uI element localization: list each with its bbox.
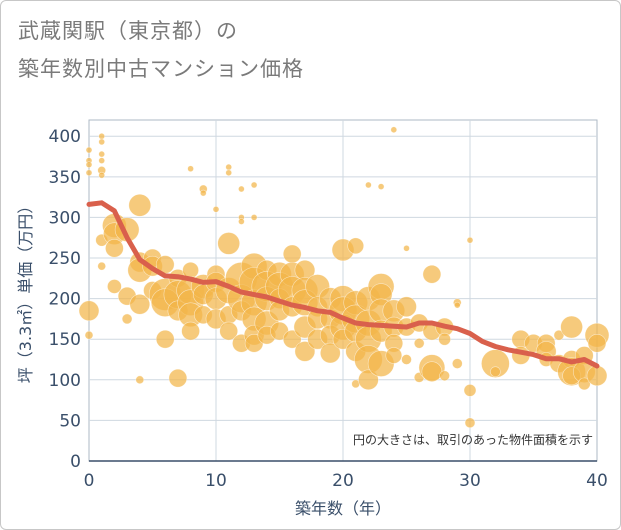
y-tick-label: 50 <box>59 411 81 431</box>
data-bubble <box>98 132 105 140</box>
data-bubble <box>128 193 152 217</box>
data-bubble <box>98 138 105 146</box>
data-bubble <box>490 366 501 377</box>
data-bubble <box>401 354 412 365</box>
chart-title-line-2: 築年数別中古マンション価格 <box>18 57 304 81</box>
bubble-size-note: 円の大きさは、取引のあった物件面積を示す <box>353 432 593 447</box>
x-tick-label: 0 <box>84 471 95 491</box>
data-bubble <box>250 214 258 221</box>
data-bubble <box>107 279 122 294</box>
data-bubble <box>238 218 245 225</box>
data-bubble <box>463 384 477 397</box>
data-bubble <box>238 185 245 193</box>
data-bubble <box>319 342 341 364</box>
data-bubble <box>453 301 461 309</box>
data-bubble <box>385 347 403 364</box>
y-tick-label: 0 <box>70 452 81 472</box>
data-bubble <box>451 358 463 369</box>
data-bubble <box>422 264 442 284</box>
data-bubble <box>129 294 151 315</box>
data-bubble <box>217 232 240 255</box>
data-bubble <box>212 206 220 213</box>
data-bubble <box>421 361 443 382</box>
data-bubble <box>403 244 410 252</box>
x-tick-label: 20 <box>332 471 354 491</box>
bubble-series <box>78 126 610 429</box>
data-bubble <box>587 333 607 353</box>
data-bubble <box>187 165 194 173</box>
data-bubble <box>439 370 450 382</box>
chart-title-line-1: 武蔵関駅（東京都）の <box>18 19 238 43</box>
y-tick-label: 200 <box>49 290 81 310</box>
data-bubble <box>294 341 316 362</box>
trend-line <box>86 200 600 369</box>
data-bubble <box>121 313 133 325</box>
data-bubble <box>105 238 124 258</box>
data-bubble <box>85 161 93 168</box>
x-tick-label: 30 <box>459 471 481 491</box>
y-axis-title: 坪（3.3㎡）単価（万円） <box>16 198 35 383</box>
y-tick-label: 400 <box>49 127 81 147</box>
data-bubble <box>481 349 510 378</box>
axis-tick-labels: 0 50 100 150 200 250 300 350 400 0 10 20 30 40 <box>49 127 608 491</box>
data-bubble <box>586 365 608 387</box>
data-bubble <box>358 369 379 391</box>
y-tick-label: 300 <box>49 208 81 228</box>
trend-line-series <box>86 200 600 369</box>
y-tick-label: 100 <box>49 371 81 391</box>
data-bubble <box>377 183 385 190</box>
data-bubble <box>78 300 100 322</box>
data-bubble <box>155 329 175 349</box>
data-bubble <box>464 417 476 429</box>
data-bubble <box>560 315 583 339</box>
data-bubble <box>466 236 474 244</box>
data-bubble <box>84 330 94 340</box>
data-bubble <box>168 368 188 388</box>
data-bubble <box>577 377 591 391</box>
data-bubble <box>225 169 232 177</box>
data-bubble <box>97 261 106 271</box>
data-bubble <box>438 332 451 346</box>
data-bubble <box>98 171 105 179</box>
y-tick-label: 150 <box>49 330 81 350</box>
data-bubble <box>282 244 302 264</box>
data-bubble <box>365 181 372 189</box>
data-bubble <box>250 181 258 189</box>
y-tick-label: 350 <box>49 168 81 188</box>
data-bubble <box>85 146 93 154</box>
data-bubble <box>413 337 425 349</box>
data-bubble <box>219 321 238 341</box>
x-tick-label: 40 <box>586 471 608 491</box>
data-bubble <box>347 237 365 255</box>
data-bubble <box>225 163 232 171</box>
data-bubble <box>98 150 105 158</box>
data-bubble <box>390 126 398 134</box>
data-bubble <box>396 296 417 318</box>
x-tick-label: 10 <box>205 471 227 491</box>
data-bubble <box>98 157 105 164</box>
data-bubble <box>200 189 207 197</box>
data-bubble <box>85 169 93 177</box>
y-tick-label: 250 <box>49 249 81 269</box>
data-bubble <box>181 321 200 341</box>
x-axis-title: 築年数（年） <box>295 499 391 518</box>
data-bubble <box>135 375 145 385</box>
